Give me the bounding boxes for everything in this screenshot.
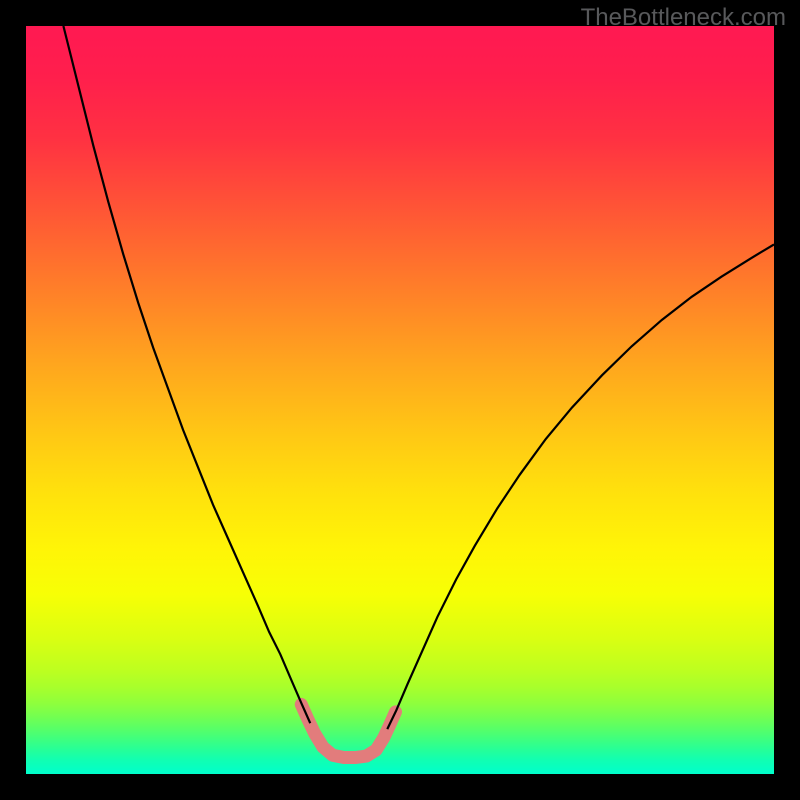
plot-area (26, 26, 774, 774)
background-gradient (26, 26, 774, 774)
chart-frame: TheBottleneck.com (0, 0, 800, 800)
watermark-text: TheBottleneck.com (581, 4, 786, 32)
